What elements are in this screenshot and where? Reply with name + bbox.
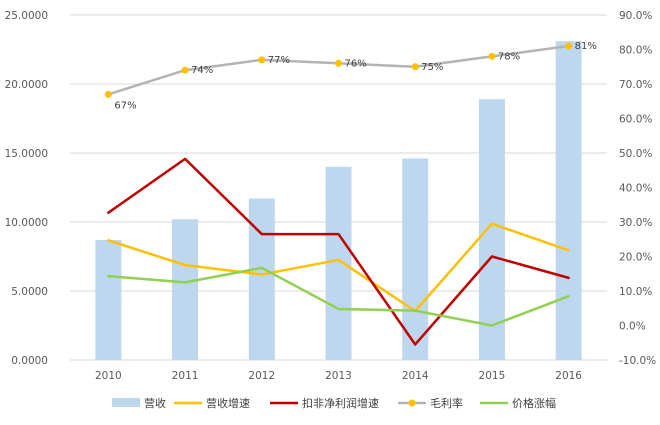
legend-label: 价格涨幅 xyxy=(512,396,556,410)
x-tick-label: 2013 xyxy=(325,370,352,382)
data-point xyxy=(335,59,342,67)
y-axis-left: 0.0000 5.0000 10.0000 15.0000 20.0000 25.0000 xyxy=(5,10,48,367)
data-point xyxy=(258,56,266,64)
series-line xyxy=(107,266,570,327)
bar xyxy=(555,41,582,360)
data-point xyxy=(104,90,112,98)
data-label: 78% xyxy=(498,51,520,62)
legend-item: 扣非净利润增速 xyxy=(270,396,379,410)
y-right-tick-label: -10.0% xyxy=(619,355,656,367)
series-line xyxy=(107,157,570,346)
y-right-tick-label: 40.0% xyxy=(619,183,652,195)
y-right-tick-label: 80.0% xyxy=(619,45,652,57)
x-tick-label: 2012 xyxy=(248,370,275,382)
y-right-tick-label: 20.0% xyxy=(619,252,652,264)
y-left-tick-label: 10.0000 xyxy=(5,217,48,229)
legend: 营收 营收增速 扣非净利润增速 毛利率 价格涨幅 xyxy=(112,396,556,410)
x-tick-label: 2016 xyxy=(555,370,582,382)
data-label: 75% xyxy=(421,62,443,73)
data-point xyxy=(411,63,419,71)
legend-label: 营收 xyxy=(144,396,166,410)
y-left-tick-label: 5.0000 xyxy=(11,286,48,298)
x-tick-label: 2010 xyxy=(95,370,122,382)
legend-item: 价格涨幅 xyxy=(480,396,556,410)
y-right-tick-label: 0.0% xyxy=(619,321,646,333)
data-point xyxy=(181,66,189,74)
x-tick-label: 2015 xyxy=(479,370,506,382)
bar xyxy=(172,219,199,360)
legend-label: 营收增速 xyxy=(206,396,250,410)
y-right-tick-label: 10.0% xyxy=(619,286,652,298)
data-point xyxy=(488,52,496,60)
data-label: 81% xyxy=(575,41,597,52)
data-label: 74% xyxy=(191,65,213,76)
series-line xyxy=(107,222,570,313)
legend-label: 毛利率 xyxy=(430,396,463,410)
y-left-tick-label: 25.0000 xyxy=(5,10,48,22)
y-left-tick-label: 0.0000 xyxy=(11,355,48,367)
y-right-tick-label: 50.0% xyxy=(619,148,652,160)
data-point xyxy=(565,42,573,50)
y-left-tick-label: 15.0000 xyxy=(5,148,48,160)
x-tick-label: 2011 xyxy=(172,370,199,382)
bar-series xyxy=(95,41,582,361)
bar xyxy=(478,99,505,361)
y-left-tick-label: 20.0000 xyxy=(5,79,48,91)
y-axis-right: -10.0% 0.0% 10.0% 20.0% 30.0% 40.0% 50.0% 60.0%… xyxy=(619,10,656,367)
legend-swatch xyxy=(112,398,140,407)
markers xyxy=(104,42,573,98)
bar xyxy=(95,239,122,360)
y-right-tick-label: 90.0% xyxy=(619,10,652,22)
bar xyxy=(325,166,352,360)
x-tick-label: 2014 xyxy=(402,370,429,382)
legend-item: 毛利率 xyxy=(398,396,463,410)
legend-item: 营收增速 xyxy=(174,396,250,410)
data-label: 77% xyxy=(268,55,290,66)
bar xyxy=(402,158,429,360)
data-label: 76% xyxy=(345,58,367,69)
x-axis: 2010 2011 2012 2013 2014 2015 2016 xyxy=(95,370,582,382)
legend-marker xyxy=(408,399,416,407)
y-right-tick-label: 70.0% xyxy=(619,79,652,91)
y-right-tick-label: 30.0% xyxy=(619,217,652,229)
data-label: 67% xyxy=(114,100,136,111)
legend-item: 营收 xyxy=(112,396,166,410)
data-labels: 67% 74% 77% 76% 75% 78% 81% xyxy=(114,41,597,111)
legend-label: 扣非净利润增速 xyxy=(302,396,379,410)
y-right-tick-label: 60.0% xyxy=(619,114,652,126)
bar xyxy=(248,198,275,360)
